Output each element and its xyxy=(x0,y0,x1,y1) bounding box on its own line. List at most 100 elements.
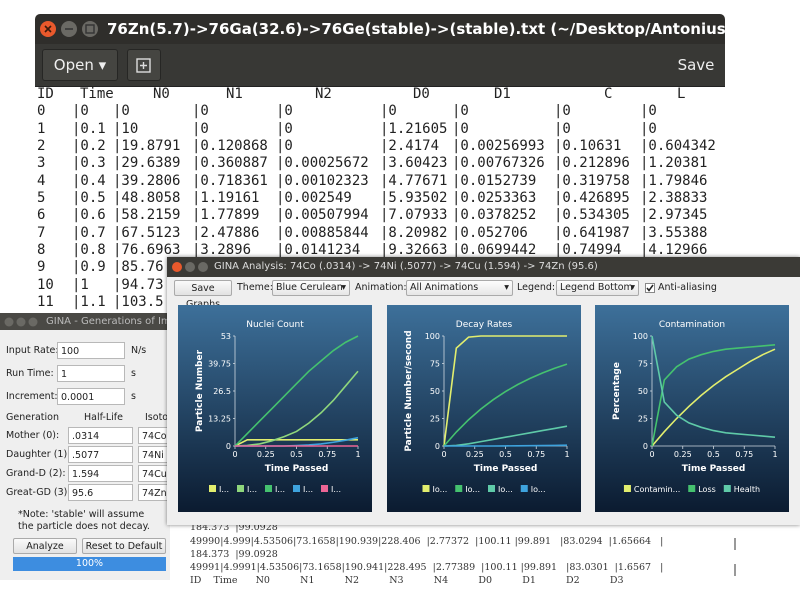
cell: 5 xyxy=(37,189,46,206)
maximize-button[interactable] xyxy=(82,21,98,37)
chart-background xyxy=(387,305,581,512)
analyze-button[interactable]: Analyze xyxy=(13,538,77,554)
cell: |76.6963 xyxy=(113,241,181,258)
animation-label: Animation: xyxy=(355,282,407,293)
legend: Io... Io... Io... Io... xyxy=(422,485,546,494)
legend-combo[interactable]: Legend Bottom xyxy=(556,280,639,296)
text-line: 49991|4.9991|4.53506|73.1658|190.941|228… xyxy=(190,562,664,573)
cell: |7.07933 xyxy=(380,207,448,224)
cell: |94.73 xyxy=(113,276,164,293)
reset-button[interactable]: Reset to Default xyxy=(82,538,166,554)
cell: |0.00507994 xyxy=(276,207,369,224)
progress-bar xyxy=(13,557,166,571)
legend-swatch xyxy=(321,485,328,492)
cell: |0.10631 xyxy=(554,137,622,154)
legend-swatch xyxy=(520,485,528,492)
column-header: N2 xyxy=(315,86,332,102)
chart: Decay Rates Particle Number/second Time Pa… xyxy=(387,305,581,512)
x-axis-label: Time Passed xyxy=(265,464,329,474)
cell: |39.2806 xyxy=(113,172,181,189)
open-label: Open xyxy=(53,56,94,74)
series-line xyxy=(234,438,358,447)
cell: 8 xyxy=(37,241,46,258)
series-line xyxy=(651,344,776,447)
column-header: Time xyxy=(80,86,114,102)
window-controls xyxy=(172,262,208,272)
animation-value: All Animations xyxy=(410,282,479,293)
y-tick-label: 26.5 xyxy=(213,387,231,396)
half-life-input[interactable]: .5077 xyxy=(68,446,133,463)
cell: 11 xyxy=(37,293,54,310)
chart-title: Contamination xyxy=(659,320,725,330)
series-line xyxy=(234,370,359,447)
x-axis-label: Time Passed xyxy=(474,464,538,474)
generation-label: Mother (0): xyxy=(6,430,60,441)
field-input[interactable]: 0.0001 xyxy=(57,388,125,405)
cell: |3.55388 xyxy=(640,224,708,241)
open-button[interactable]: Open ▾ xyxy=(42,49,118,81)
legend-swatch xyxy=(293,485,300,492)
cell: |0 xyxy=(640,103,657,120)
cell: |1 xyxy=(72,276,89,293)
half-life-header: Half-Life xyxy=(84,412,123,423)
chart-title: Decay Rates xyxy=(456,320,513,330)
analysis-title-bar: GINA Analysis: 74Co (.0314) -> 74Ni (.50… xyxy=(167,257,800,277)
cell: |85.76 xyxy=(113,259,164,276)
y-tick-label: 0 xyxy=(643,442,648,451)
column-header: C xyxy=(604,86,613,102)
cell: |3.2896 xyxy=(192,241,252,258)
note: *Note: 'stable' will assume the particle… xyxy=(18,509,150,532)
legend-swatch xyxy=(488,485,495,492)
cell: |0.426895 xyxy=(554,189,630,206)
close-button[interactable] xyxy=(172,262,182,272)
text-editor-window: 76Zn(5.7)->76Ga(32.6)->76Ge(stable)->(st… xyxy=(35,14,725,314)
background-text-window: 184.373 |99.0928 49990|4.999|4.53506|73.1… xyxy=(170,520,760,611)
text-line: 184.373 |99.0928 xyxy=(190,522,278,533)
legend-label: I... xyxy=(247,485,257,494)
cell: |0.00767326 xyxy=(452,155,545,172)
save-graphs-button[interactable]: Save Graphs xyxy=(174,280,232,310)
column-header: D1 xyxy=(494,86,511,102)
x-tick-label: 0.75 xyxy=(318,450,336,459)
antialiasing-checkbox[interactable] xyxy=(645,283,655,293)
cell: |67.5123 xyxy=(113,224,181,241)
column-header: N0 xyxy=(153,86,170,102)
x-tick-label: 0.25 xyxy=(674,450,692,459)
generation-header: Generation xyxy=(6,412,59,423)
cell: |1.21605 xyxy=(380,120,448,137)
field-input[interactable]: 1 xyxy=(57,365,125,382)
cell: |0.3 xyxy=(72,155,106,172)
cell: |0 xyxy=(276,137,293,154)
field-input[interactable]: 100 xyxy=(57,342,125,359)
y-axis-label: Particle Number xyxy=(195,349,205,432)
legend-swatch xyxy=(623,485,631,492)
cell: |0 xyxy=(276,120,293,137)
save-button[interactable]: Save xyxy=(671,49,721,81)
column-header: ID xyxy=(37,86,54,102)
maximize-button[interactable] xyxy=(198,262,208,272)
cell: |10 xyxy=(113,120,139,137)
half-life-input[interactable]: 95.6 xyxy=(68,484,133,501)
x-tick-label: 1 xyxy=(564,450,569,459)
cell: |0 xyxy=(452,103,469,120)
x-tick-label: 1 xyxy=(355,450,360,459)
cell: |5.93502 xyxy=(380,189,448,206)
animation-combo[interactable]: All Animations xyxy=(406,280,513,296)
y-tick-label: 39.75 xyxy=(208,360,231,369)
cell: |0 xyxy=(192,120,209,137)
chart-background xyxy=(595,305,789,512)
new-tab-button[interactable] xyxy=(127,49,161,81)
cell: 1 xyxy=(37,120,46,137)
theme-combo[interactable]: Blue Cerulean xyxy=(272,280,350,296)
half-life-input[interactable]: .0314 xyxy=(68,427,133,444)
legend-swatch xyxy=(237,485,244,492)
cell: |0.00102323 xyxy=(276,172,369,189)
x-tick-label: 0.5 xyxy=(499,450,512,459)
cell: |1.79846 xyxy=(640,172,708,189)
x-tick-label: 0.5 xyxy=(290,450,303,459)
minimize-button[interactable] xyxy=(185,262,195,272)
half-life-input[interactable]: 1.594 xyxy=(68,465,133,482)
y-tick-label: 50 xyxy=(638,387,648,396)
series-line xyxy=(651,348,776,447)
